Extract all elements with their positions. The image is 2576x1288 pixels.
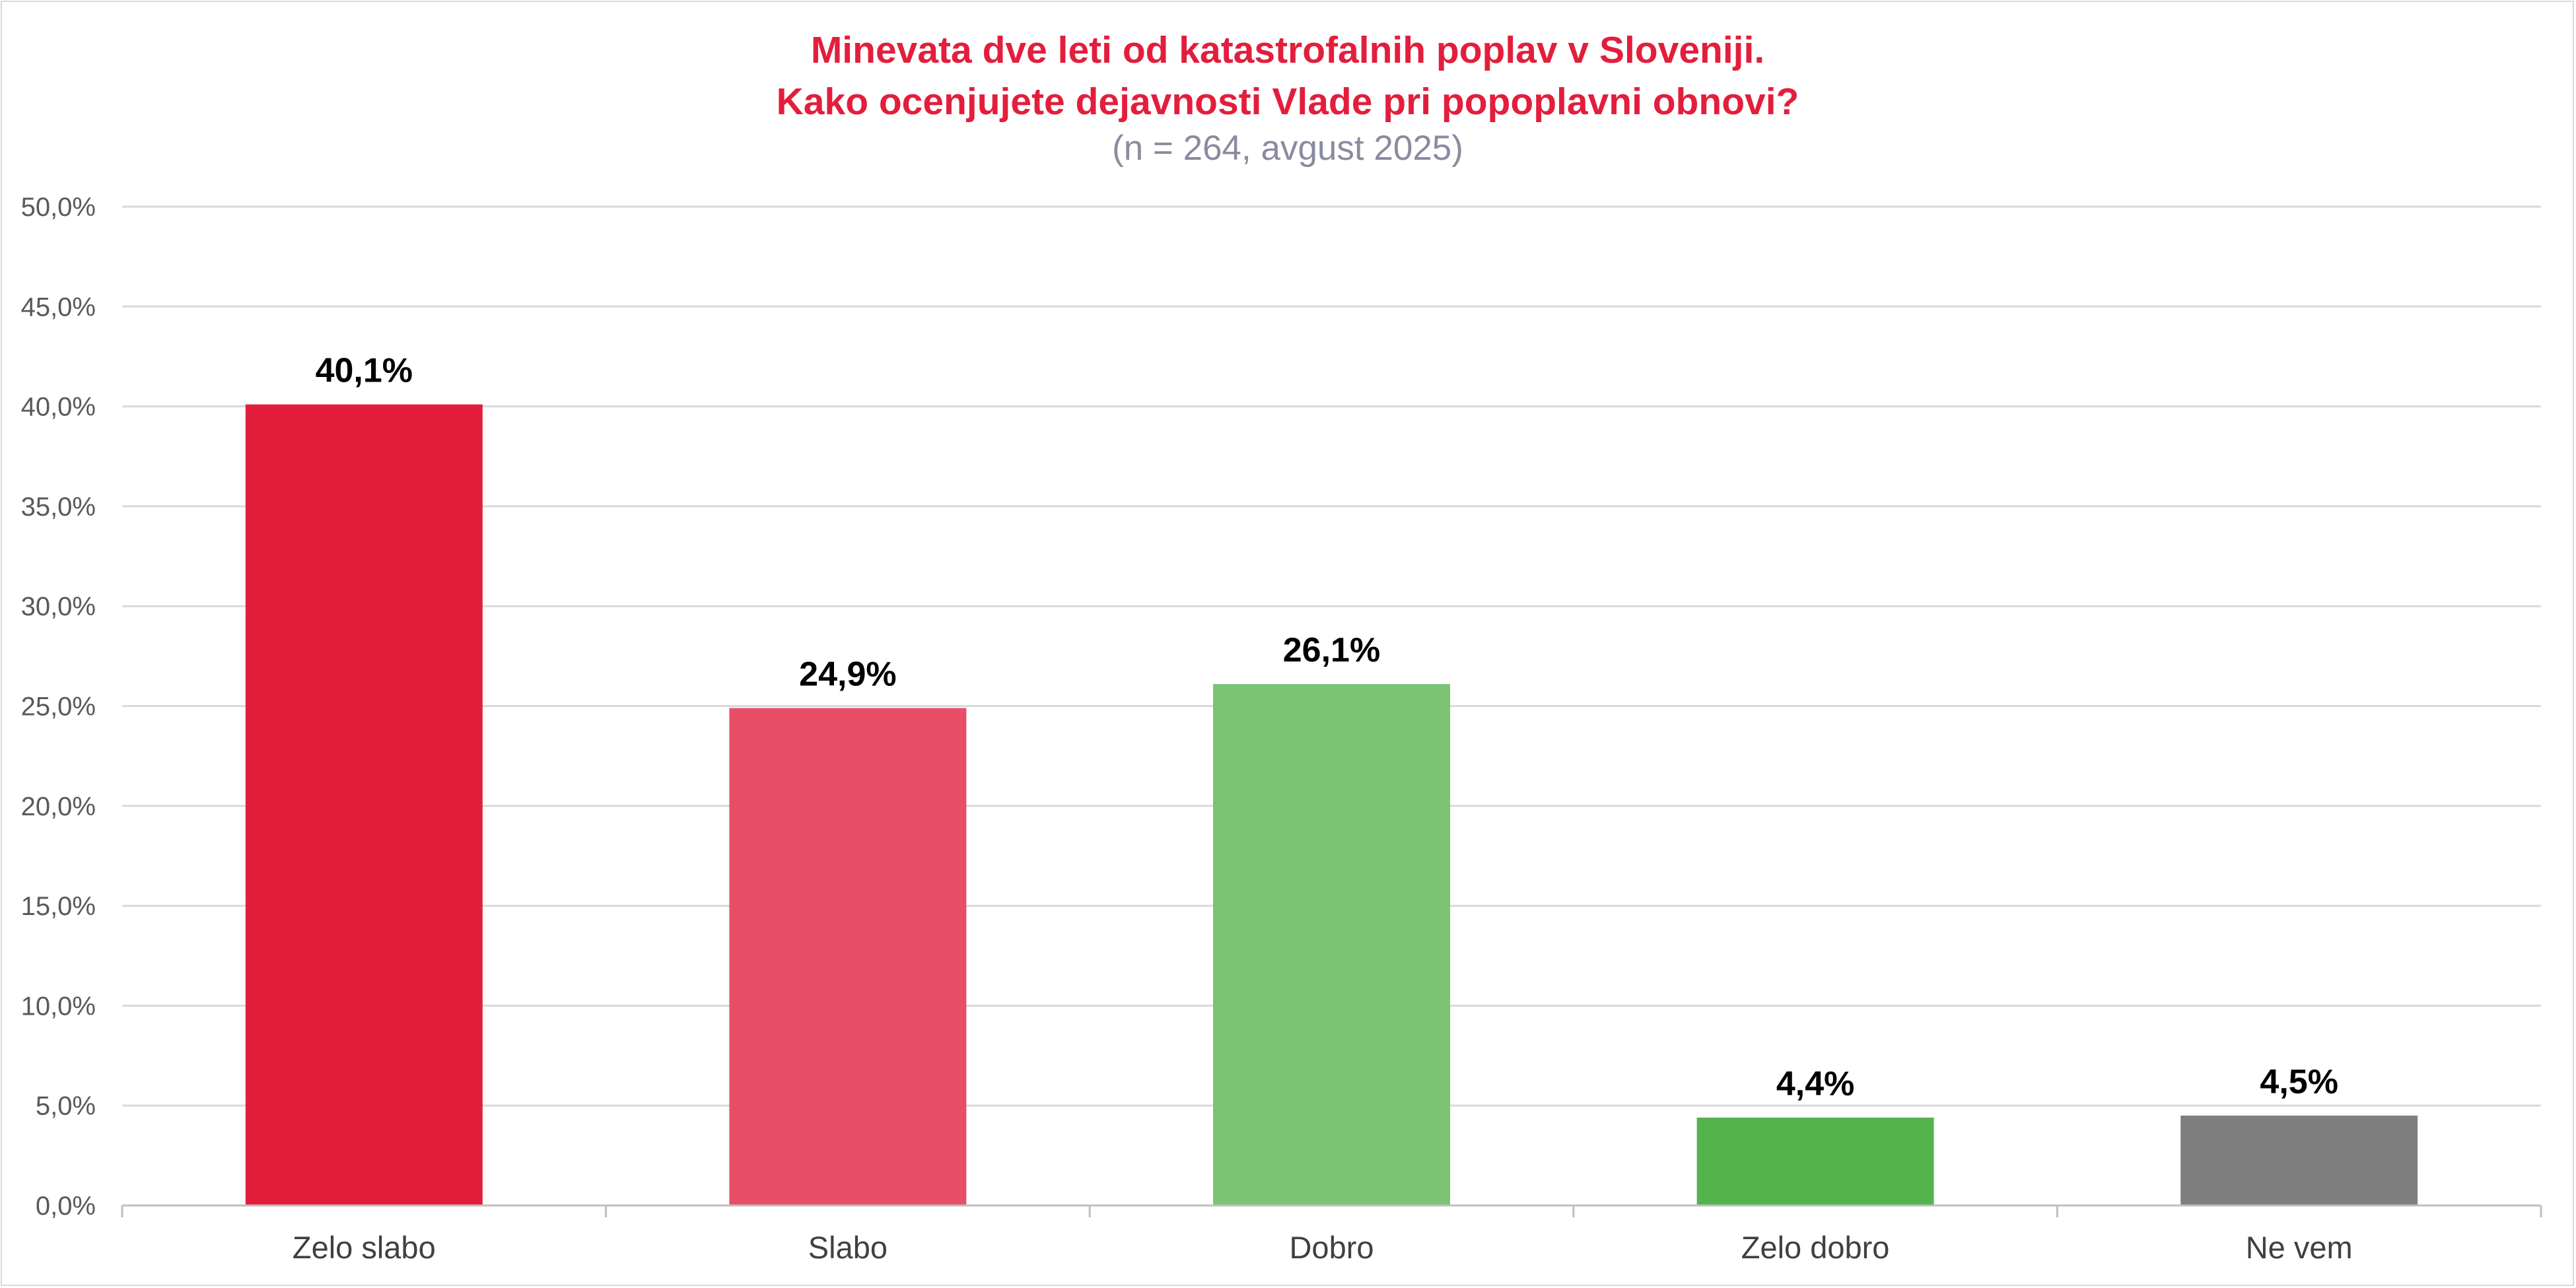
chart-title-line-2: Kako ocenjujete dejavnosti Vlade pri pop… <box>777 81 1799 123</box>
y-tick-label: 5,0% <box>36 1092 96 1121</box>
y-tick-label: 45,0% <box>21 292 96 322</box>
bar <box>245 404 483 1205</box>
chart-title-line-1: Minevata dve leti od katastrofalnih popl… <box>811 29 1764 71</box>
category-label: Slabo <box>808 1230 888 1265</box>
chart-subtitle: (n = 264, avgust 2025) <box>1112 129 1463 168</box>
x-axis <box>121 1204 2542 1217</box>
data-label: 26,1% <box>1283 631 1380 669</box>
bars <box>245 404 2418 1205</box>
y-tick-label: 15,0% <box>21 892 96 921</box>
y-tick-label: 0,0% <box>36 1192 96 1221</box>
data-label: 4,4% <box>1776 1065 1855 1103</box>
y-tick-label: 20,0% <box>21 792 96 821</box>
category-label: Zelo dobro <box>1741 1230 1890 1265</box>
bar <box>2180 1115 2418 1205</box>
y-tick-label: 30,0% <box>21 592 96 621</box>
y-tick-label: 35,0% <box>21 492 96 522</box>
category-label: Ne vem <box>2246 1230 2353 1265</box>
data-label: 40,1% <box>316 352 413 390</box>
y-tick-label: 50,0% <box>21 193 96 222</box>
data-label: 24,9% <box>799 656 896 694</box>
gridlines <box>122 205 2541 1107</box>
bar <box>729 708 967 1205</box>
y-tick-label: 10,0% <box>21 992 96 1021</box>
y-tick-label: 25,0% <box>21 693 96 722</box>
category-label: Dobro <box>1289 1230 1374 1265</box>
labels: 0,0% 5,0% 10,0% 15,0% 20,0% 25,0% 30,0% 35,0% 40… <box>21 193 2353 1265</box>
bar <box>1213 684 1450 1205</box>
bar <box>1696 1117 1934 1205</box>
y-tick-label: 40,0% <box>21 393 96 422</box>
data-label: 4,5% <box>2260 1063 2338 1101</box>
category-label: Zelo slabo <box>293 1230 436 1265</box>
